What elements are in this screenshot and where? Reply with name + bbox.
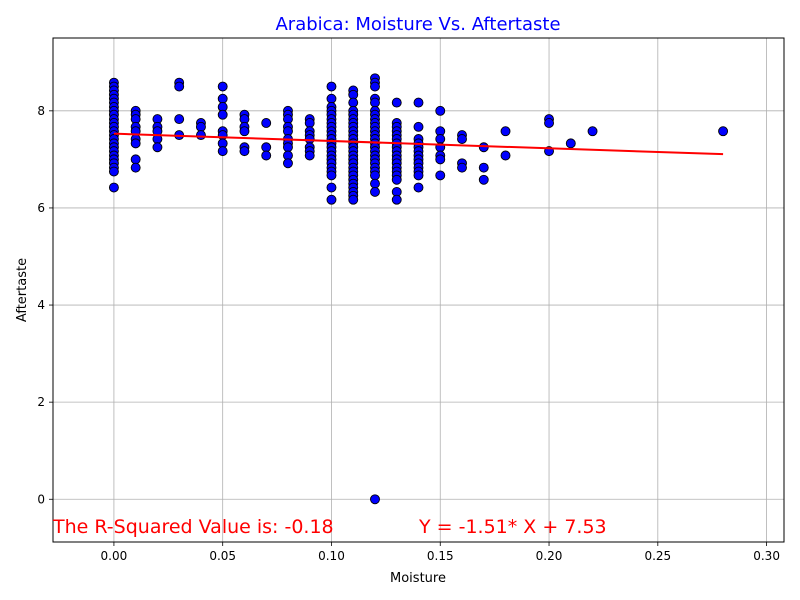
scatter-point	[130, 162, 141, 173]
x-tick-label: 0.15	[427, 549, 454, 563]
scatter-point	[413, 121, 424, 132]
plot-area-frame	[52, 37, 785, 543]
y-tick-label: 0	[37, 492, 45, 506]
scatter-point	[478, 174, 489, 185]
scatter-point	[326, 194, 337, 205]
scatter-point	[108, 166, 119, 177]
scatter-point	[457, 134, 467, 144]
scatter-point	[217, 93, 228, 104]
scatter-point	[283, 142, 293, 153]
scatter-point	[108, 182, 119, 193]
scatter-point	[435, 105, 446, 116]
y-tick-label: 4	[37, 298, 45, 312]
scatter-point	[152, 142, 163, 153]
scatter-point	[500, 150, 511, 161]
scatter-point	[304, 118, 315, 128]
x-axis-ticks: 0.00 0.05 0.10 0.15 0.20 0.25 0.30	[101, 542, 780, 563]
scatter-point	[413, 170, 424, 181]
scatter-point	[544, 118, 554, 128]
scatter-point	[478, 162, 489, 173]
scatter-point	[239, 146, 250, 157]
scatter-point	[261, 118, 272, 128]
scatter-point	[478, 142, 489, 153]
x-tick-label: 0.25	[644, 549, 671, 563]
scatter-point	[326, 182, 337, 193]
scatter-point	[565, 138, 576, 149]
scatter-point	[348, 97, 359, 108]
scatter-point	[370, 170, 380, 181]
scatter-point	[217, 109, 228, 120]
scatter-point	[261, 150, 272, 161]
scatter-point	[217, 81, 228, 92]
x-tick-label: 0.20	[536, 549, 563, 563]
y-tick-label: 2	[37, 395, 45, 409]
scatter-point	[130, 154, 141, 165]
scatter-point	[348, 194, 359, 205]
r-squared-annotation: The R-Squared Value is: -0.18	[52, 516, 334, 538]
scatter-point	[391, 194, 402, 205]
scatter-point	[130, 138, 141, 149]
y-axis-label: Aftertaste	[15, 258, 30, 322]
regression-line-group	[113, 132, 724, 156]
scatter-point	[326, 170, 337, 181]
regression-equation-annotation: Y = -1.51* X + 7.53	[418, 516, 607, 538]
scatter-point	[391, 174, 402, 185]
scatter-point	[304, 150, 315, 161]
scatter-point	[370, 178, 380, 189]
scatter-point	[261, 142, 272, 153]
scatter-point	[500, 126, 511, 137]
scatter-point	[718, 126, 729, 137]
scatter-point	[195, 121, 206, 132]
scatter-point	[413, 97, 424, 108]
scatter-point	[370, 97, 380, 108]
scatter-point	[435, 134, 446, 144]
scatter-point	[435, 154, 446, 165]
scatter-point	[174, 114, 185, 125]
scatter-point	[370, 494, 380, 505]
scatter-point	[195, 130, 206, 141]
x-tick-label: 0.05	[209, 549, 236, 563]
scatter-point	[174, 81, 185, 92]
scatter-point	[326, 81, 337, 92]
x-axis-label: Moisture	[390, 571, 446, 586]
scatter-point	[435, 170, 446, 181]
scatter-point	[587, 126, 598, 137]
scatter-point	[370, 81, 380, 92]
scatter-point	[239, 126, 250, 137]
scatter-point	[370, 186, 380, 197]
scatter-point	[457, 162, 467, 173]
scatter-point	[283, 158, 293, 169]
scatter-point	[217, 146, 228, 157]
y-tick-label: 6	[37, 201, 45, 215]
scatter-point	[326, 93, 337, 104]
scatter-point	[304, 134, 315, 144]
scatter-point	[391, 97, 402, 108]
x-tick-label: 0.10	[318, 549, 345, 563]
scatter-point	[413, 182, 424, 193]
chart-title: Arabica: Moisture Vs. Aftertaste	[275, 14, 560, 35]
y-axis-ticks: 0 2 4 6 8	[37, 104, 53, 506]
x-tick-label: 0.00	[101, 549, 128, 563]
y-tick-label: 8	[37, 104, 45, 118]
regression-line	[113, 132, 724, 156]
x-tick-label: 0.30	[753, 549, 780, 563]
data-points	[108, 73, 729, 505]
